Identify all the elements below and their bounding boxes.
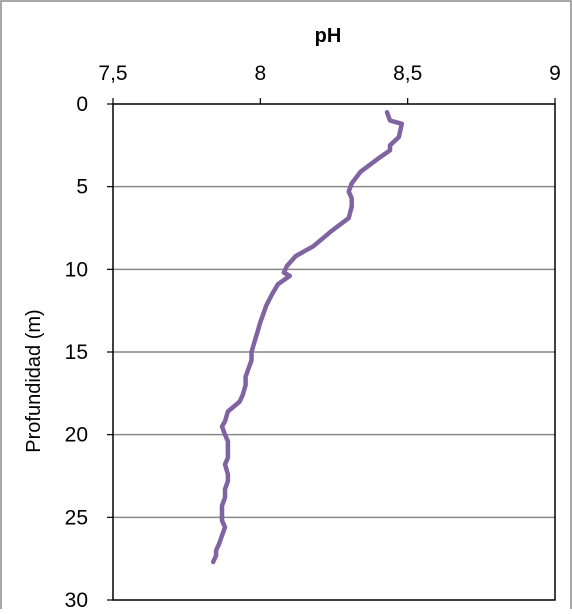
x-tick-label: 7,5: [98, 62, 127, 85]
y-tick-label: 5: [76, 176, 88, 199]
x-axis-ticks: 7,5 8 8,5 9: [98, 62, 561, 104]
grid-lines: [113, 185, 555, 519]
y-tick-label: 0: [76, 93, 88, 116]
x-tick-label: 8: [254, 62, 266, 85]
y-tick-label: 25: [65, 506, 88, 529]
y-axis-title: Profundidad (m): [23, 309, 45, 452]
ph-profile-line: [210, 110, 405, 565]
x-tick-label: 8,5: [393, 62, 422, 85]
y-axis-ticks: 0 5 10 15 20 25 30: [65, 93, 113, 612]
x-axis-title: pH: [315, 25, 342, 47]
y-tick-label: 10: [65, 258, 88, 281]
x-tick-label: 9: [549, 62, 561, 85]
y-tick-label: 30: [65, 589, 88, 609]
y-tick-label: 20: [65, 424, 88, 447]
y-tick-label: 15: [65, 341, 88, 364]
